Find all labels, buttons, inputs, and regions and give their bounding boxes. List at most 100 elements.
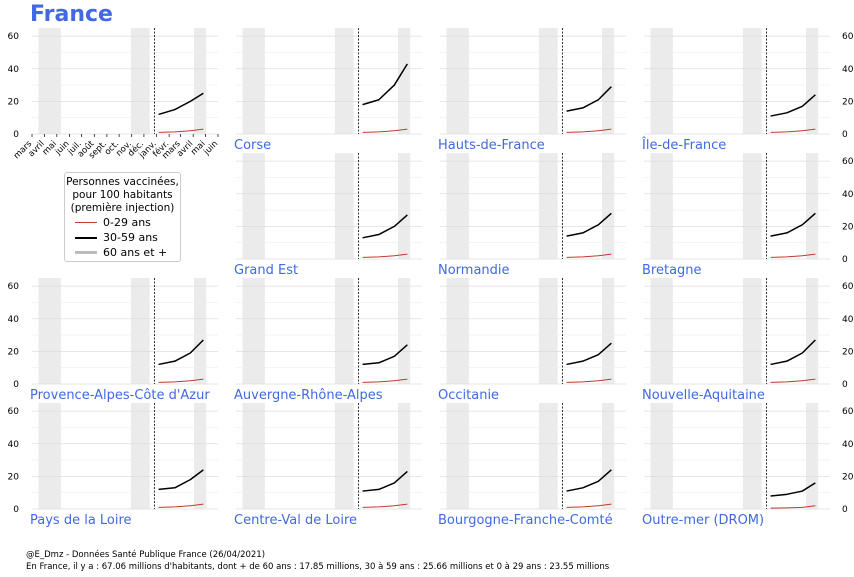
- region-label: Nouvelle-Aquitaine: [642, 388, 765, 403]
- series-line-0-29-ans: [770, 253, 816, 258]
- series-line-0-29-ans: [362, 128, 408, 133]
- y-tick-label: 0: [13, 505, 19, 515]
- series-line-30-59-ans: [566, 469, 612, 492]
- series-line-0-29-ans: [158, 378, 204, 383]
- lockdown-shade: [397, 403, 411, 509]
- lockdown-shade: [38, 403, 61, 509]
- series-line-30-59-ans: [566, 86, 612, 112]
- region-label: Centre-Val de Loire: [234, 513, 357, 528]
- region-label: Bretagne: [642, 263, 702, 278]
- legend-title: Personnes vaccinées, pour 100 habitants …: [65, 176, 180, 215]
- lockdown-shade: [397, 153, 411, 259]
- region-label: Pays de la Loire: [30, 513, 132, 528]
- lockdown-shade: [38, 28, 61, 134]
- lockdown-shade: [538, 403, 558, 509]
- y-tick-label: 40: [842, 65, 854, 75]
- series-line-30-59-ans: [362, 63, 408, 106]
- lockdown-shade: [742, 403, 762, 509]
- lockdown-shade: [130, 278, 150, 384]
- lockdown-shade: [601, 403, 615, 509]
- lockdown-shade: [193, 28, 207, 134]
- y-tick-label: 40: [8, 315, 20, 325]
- legend-item-30-59: 30-59 ans: [75, 230, 180, 245]
- y-tick-label: 60: [842, 282, 854, 292]
- lockdown-shade: [805, 153, 819, 259]
- footer-population: En France, il y a : 67.06 millions d'hab…: [26, 562, 610, 572]
- region-label: Île-de-France: [641, 137, 726, 153]
- lockdown-shade: [742, 153, 762, 259]
- series-line-30-59-ans: [770, 94, 816, 117]
- series-line-0-29-ans: [566, 128, 612, 133]
- y-tick-label: 20: [842, 222, 854, 232]
- y-tick-label: 60: [842, 157, 854, 167]
- lockdown-shade: [446, 403, 469, 509]
- lockdown-shade: [334, 28, 354, 134]
- series-line-30-59-ans: [566, 212, 612, 237]
- region-label: Provence-Alpes-Côte d'Azur: [30, 388, 210, 403]
- legend-title-line: (première injection): [70, 202, 175, 214]
- lockdown-shade: [193, 278, 207, 384]
- legend-label: 30-59 ans: [103, 231, 158, 244]
- region-label: Corse: [234, 138, 271, 153]
- y-tick-label: 0: [842, 130, 848, 140]
- legend-label: 60 ans et +: [103, 246, 168, 259]
- region-label: Grand Est: [234, 263, 298, 278]
- lockdown-shade: [397, 28, 411, 134]
- series-line-0-29-ans: [362, 253, 408, 258]
- region-label: Bourgogne-Franche-Comté: [438, 513, 613, 528]
- series-line-0-29-ans: [158, 503, 204, 508]
- lockdown-shade: [130, 403, 150, 509]
- lockdown-shade: [805, 403, 819, 509]
- legend-item-0-29: 0-29 ans: [75, 215, 180, 230]
- lockdown-shade: [650, 278, 673, 384]
- region-label: Normandie: [438, 263, 510, 278]
- legend-title-line: Personnes vaccinées,: [66, 176, 179, 188]
- chart-legend: Personnes vaccinées, pour 100 habitants …: [64, 172, 181, 262]
- legend-swatch-30-59: [75, 236, 97, 239]
- y-tick-label: 20: [842, 97, 854, 107]
- lockdown-shade: [242, 28, 265, 134]
- y-tick-label: 20: [842, 472, 854, 482]
- lockdown-shade: [601, 278, 615, 384]
- series-line-30-59-ans: [158, 92, 204, 116]
- series-line-30-59-ans: [158, 469, 204, 491]
- lockdown-shade: [650, 28, 673, 134]
- region-label: Hauts-de-France: [438, 138, 545, 153]
- y-tick-label: 60: [8, 32, 20, 42]
- lockdown-shade: [397, 278, 411, 384]
- y-tick-label: 0: [842, 505, 848, 515]
- lockdown-shade: [601, 153, 615, 259]
- legend-label: 0-29 ans: [103, 216, 151, 229]
- legend-swatch-0-29: [75, 222, 97, 223]
- lockdown-shade: [538, 278, 558, 384]
- series-line-0-29-ans: [770, 378, 816, 383]
- series-line-30-59-ans: [770, 339, 816, 366]
- series-line-30-59-ans: [362, 214, 408, 239]
- series-line-30-59-ans: [362, 470, 408, 492]
- lockdown-shade: [334, 153, 354, 259]
- lockdown-shade: [742, 28, 762, 134]
- lockdown-shade: [242, 278, 265, 384]
- series-line-0-29-ans: [566, 253, 612, 258]
- lockdown-shade: [742, 278, 762, 384]
- series-line-0-29-ans: [566, 503, 612, 508]
- lockdown-shade: [242, 153, 265, 259]
- x-tick-label: juin: [201, 139, 220, 158]
- lockdown-shade: [538, 153, 558, 259]
- series-line-0-29-ans: [362, 503, 408, 508]
- y-tick-label: 20: [8, 97, 20, 107]
- lockdown-shade: [334, 403, 354, 509]
- y-tick-label: 20: [8, 347, 20, 357]
- lockdown-shade: [130, 28, 150, 134]
- region-label: Auvergne-Rhône-Alpes: [234, 388, 383, 403]
- lockdown-shade: [650, 153, 673, 259]
- lockdown-shade: [805, 28, 819, 134]
- lockdown-shade: [242, 403, 265, 509]
- y-tick-label: 0: [13, 380, 19, 390]
- y-tick-label: 0: [842, 255, 848, 265]
- page-title: France: [30, 2, 113, 27]
- y-tick-label: 60: [8, 282, 20, 292]
- y-tick-label: 40: [8, 440, 20, 450]
- y-tick-label: 60: [842, 407, 854, 417]
